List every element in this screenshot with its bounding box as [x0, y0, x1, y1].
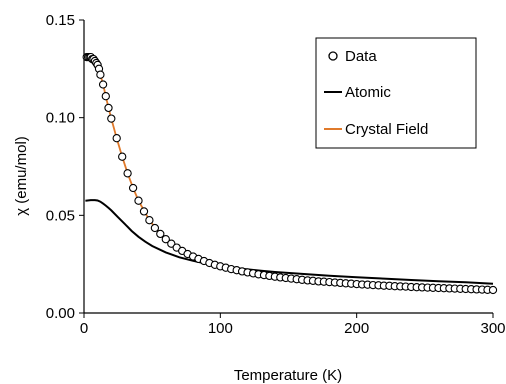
legend-label-atomic: Atomic	[345, 84, 391, 101]
data-point	[118, 152, 127, 161]
data-point	[161, 235, 170, 244]
y-tick-label-2: 0.10	[46, 110, 75, 127]
data-point	[156, 229, 165, 239]
y-axis-label: χ (emu/mol)	[13, 136, 30, 216]
data-point	[145, 216, 154, 225]
data-point	[123, 169, 132, 178]
data-point	[96, 70, 105, 79]
data-point	[107, 114, 116, 123]
x-tick-label-0: 0	[80, 320, 88, 337]
x-tick-label-1: 100	[208, 320, 233, 337]
y-tick-label-1: 0.05	[46, 207, 75, 224]
data-point	[139, 207, 149, 216]
legend-label-data: Data	[345, 48, 377, 65]
line-atomic	[85, 199, 494, 285]
data-point	[150, 223, 160, 233]
x-tick-label-3: 300	[480, 320, 505, 337]
data-point	[112, 134, 121, 143]
y-tick-label-3: 0.15	[46, 12, 75, 29]
data-point	[101, 92, 110, 101]
x-tick-label-2: 200	[344, 320, 369, 337]
x-axis-label: Temperature (K)	[234, 367, 342, 384]
data-point	[167, 239, 176, 248]
legend-marker-data	[328, 51, 338, 61]
data-point	[128, 183, 138, 193]
plot-area: 0 100 200 300 0.00 0.05 0.10 0.15	[46, 12, 506, 337]
data-point	[104, 103, 113, 113]
series-atomic	[85, 199, 494, 285]
data-point	[488, 285, 498, 295]
axis-ticks: 0 100 200 300 0.00 0.05 0.10 0.15	[46, 12, 506, 337]
legend-label-crystal-field: Crystal Field	[345, 121, 428, 138]
data-point	[134, 196, 143, 205]
legend-box	[315, 37, 477, 149]
data-point	[98, 80, 108, 89]
series-data	[82, 52, 498, 295]
y-tick-label-0: 0.00	[46, 305, 75, 322]
legend: Data Atomic Crystal Field	[315, 37, 477, 149]
